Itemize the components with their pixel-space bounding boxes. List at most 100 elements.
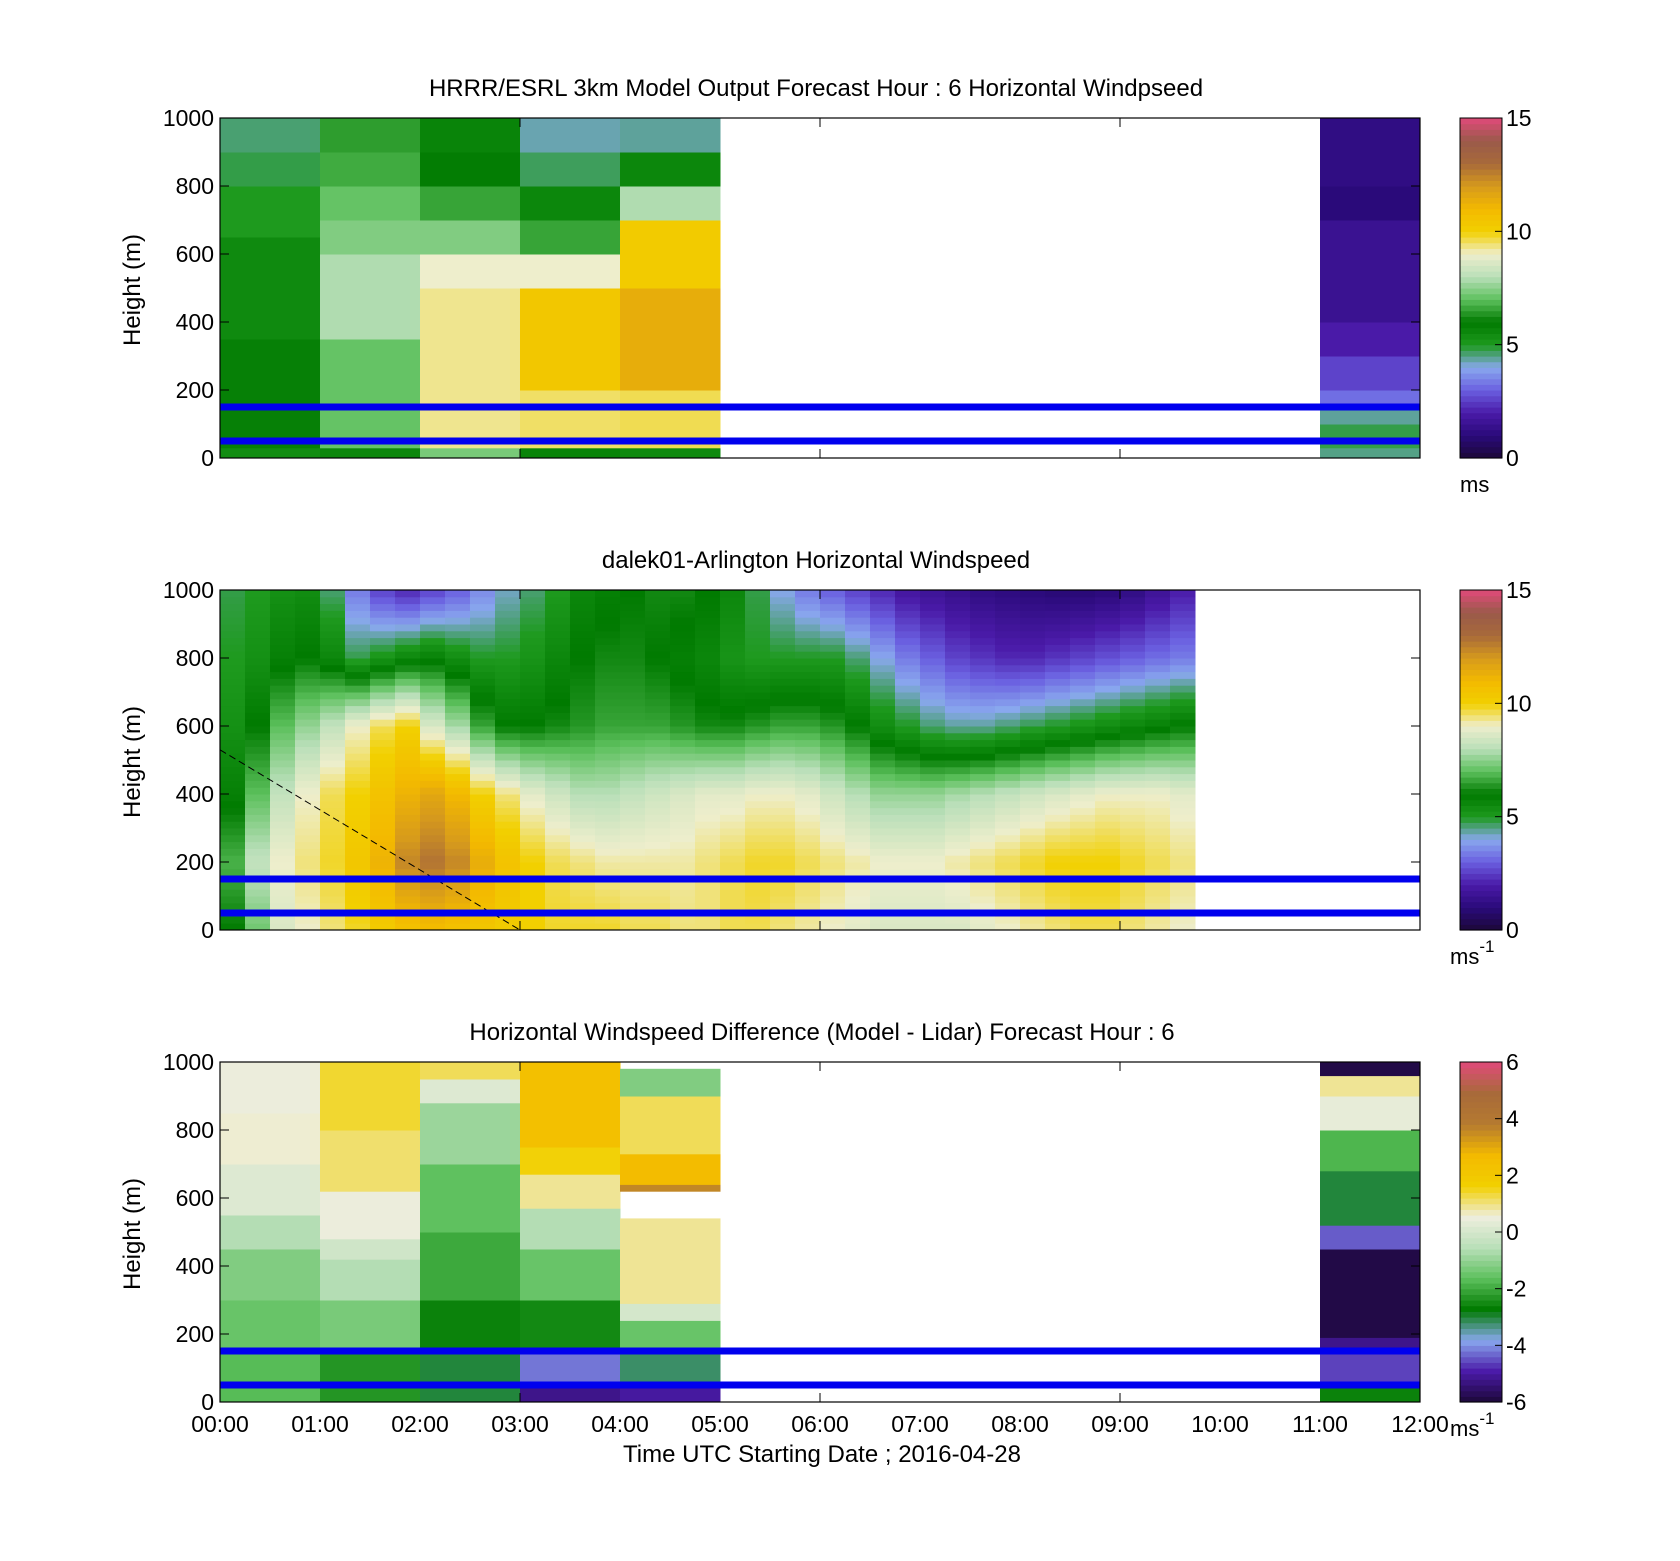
heatmap-cell-31-20	[995, 787, 1021, 795]
heatmap-cell-35-22	[1095, 773, 1121, 781]
heatmap-cell-20-39	[720, 658, 746, 666]
heatmap-cell-28-24	[920, 760, 946, 768]
heatmap-cell-27-18	[895, 800, 921, 809]
heatmap-cell-16-28	[620, 732, 646, 741]
heatmap-cell-2-33	[270, 698, 296, 707]
heatmap-cell-29-8	[945, 868, 971, 877]
heatmap-cell-19-26	[695, 746, 721, 754]
heatmap-cell-19-27	[695, 739, 721, 747]
colorbar-segment-6	[1460, 418, 1502, 425]
heatmap-cell-38-14	[1170, 828, 1196, 836]
heatmap-cell-20-49	[720, 590, 746, 598]
colorbar-segment-27	[1460, 1243, 1502, 1250]
heatmap-cell-5-15	[345, 821, 371, 829]
heatmap-cell-11-26	[495, 746, 521, 754]
colorbar-segment-37	[1460, 242, 1502, 249]
heatmap-cell-21-45	[745, 617, 771, 625]
heatmap-cell-30-15	[970, 821, 996, 829]
heatmap-cell-2-14	[270, 828, 296, 836]
heatmap-cell-33-43	[1045, 630, 1071, 639]
heatmap-cell-27-47	[895, 603, 921, 611]
y-tick-label-1: 200	[176, 849, 214, 875]
heatmap-cell-29-49	[945, 590, 971, 598]
heatmap-cell-1-22	[245, 773, 271, 781]
heatmap-cell-1-44	[245, 624, 271, 632]
heatmap-cell-3-44	[295, 624, 321, 632]
heatmap-cell-30-12	[970, 841, 996, 849]
heatmap-cell-12-15	[520, 821, 546, 829]
heatmap-cell-15-4	[595, 896, 621, 904]
heatmap-cell-38-47	[1170, 603, 1196, 611]
heatmap-cell-2-3	[420, 1164, 521, 1233]
heatmap-cell-23-42	[795, 637, 821, 645]
heatmap-cell-22-24	[770, 760, 796, 768]
heatmap-cell-5-41	[345, 644, 371, 652]
heatmap-cell-14-17	[570, 807, 596, 815]
heatmap-cell-2-38	[270, 664, 296, 673]
heatmap-cell-18-46	[670, 610, 696, 618]
heatmap-cell-31-16	[995, 814, 1021, 822]
heatmap-cell-22-29	[770, 726, 796, 734]
heatmap-cell-20-32	[720, 705, 746, 713]
heatmap-cell-0-40	[220, 651, 246, 659]
heatmap-cell-2-0	[420, 1351, 521, 1403]
heatmap-cell-35-36	[1095, 678, 1121, 686]
heatmap-cell-15-36	[595, 678, 621, 686]
heatmap-cell-19-13	[695, 834, 721, 843]
heatmap-cell-10-10	[470, 855, 496, 863]
heatmap-cell-9-33	[445, 698, 471, 707]
heatmap-cell-5-9	[345, 862, 371, 870]
colorbar-segment-36	[1460, 248, 1502, 255]
heatmap-cell-15-6	[595, 882, 621, 890]
heatmap-cell-10-35	[470, 685, 496, 693]
heatmap-cell-7-34	[395, 692, 421, 700]
heatmap-cell-5-14	[345, 828, 371, 836]
heatmap-cell-27-24	[895, 760, 921, 768]
heatmap-cell-20-28	[720, 732, 746, 741]
heatmap-cell-34-25	[1070, 753, 1096, 761]
heatmap-cell-4-3	[620, 220, 721, 289]
heatmap-cell-7-39	[395, 658, 421, 666]
heatmap-cell-20-8	[720, 868, 746, 877]
heatmap-cell-6-4	[370, 896, 396, 904]
heatmap-cell-26-18	[870, 800, 896, 809]
colorbar-segment-2	[1460, 441, 1502, 448]
heatmap-cell-13-48	[545, 596, 571, 605]
heatmap-cell-4-4	[620, 186, 721, 221]
heatmap-cell-9-45	[445, 617, 471, 625]
heatmap-cell-30-21	[970, 780, 996, 788]
heatmap-cell-4-25	[320, 753, 346, 761]
heatmap-cell-5-29	[345, 726, 371, 734]
heatmap-cell-35-3	[1095, 902, 1121, 911]
heatmap-cell-26-9	[870, 862, 896, 870]
heatmap-cell-22-9	[770, 862, 796, 870]
heatmap-cell-4-36	[320, 678, 346, 686]
heatmap-cell-13-9	[545, 862, 571, 870]
heatmap-cell-14-0	[570, 923, 596, 931]
colorbar-segment-33	[1460, 265, 1502, 272]
heatmap-cell-13-10	[545, 855, 571, 863]
heatmap-cell-32-35	[1020, 685, 1046, 693]
x-tick-label-5: 05:00	[691, 1411, 749, 1437]
heatmap-cell-28-31	[920, 712, 946, 720]
heatmap-cell-1-36	[245, 678, 271, 686]
heatmap-cell-15-37	[595, 671, 621, 679]
heatmap-cell-24-27	[820, 739, 846, 747]
heatmap-cell-7-14	[395, 828, 421, 836]
colorbar-segment-22	[1460, 327, 1502, 334]
heatmap-cell-9-35	[445, 685, 471, 693]
heatmap-cell-27-4	[895, 896, 921, 904]
heatmap-cell-33-34	[1045, 692, 1071, 700]
colorbar-segment-41	[1460, 692, 1502, 699]
heatmap-cell-22-12	[770, 841, 796, 849]
heatmap-cell-34-49	[1070, 590, 1096, 598]
heatmap-cell-20-29	[720, 726, 746, 734]
colorbar-frame	[1459, 589, 1503, 931]
colorbar-segment-59	[1460, 1062, 1502, 1069]
difference-xlabel: Time UTC Starting Date ; 2016-04-28	[623, 1441, 1021, 1468]
heatmap-cell-26-3	[870, 902, 896, 911]
colorbar-tick-label-2: -2	[1506, 1276, 1526, 1302]
heatmap-cell-17-37	[645, 671, 671, 679]
heatmap-cell-26-30	[870, 719, 896, 727]
heatmap-cell-34-0	[1070, 923, 1096, 931]
